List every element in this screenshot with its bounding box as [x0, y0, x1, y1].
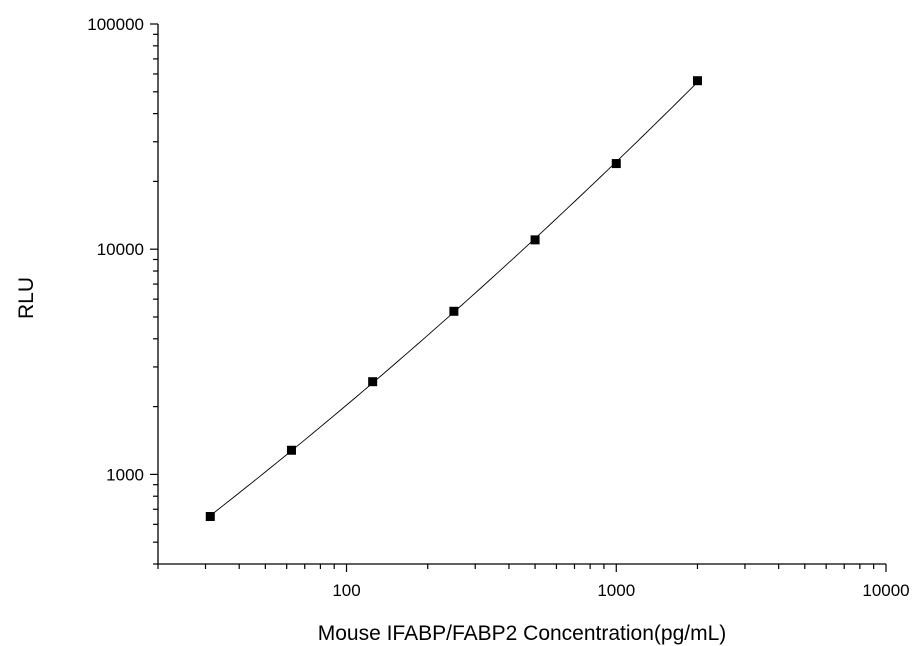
data-point: [368, 377, 378, 387]
data-point: [286, 445, 296, 455]
y-tick-label: 10000: [97, 240, 144, 259]
x-tick-label: 100: [332, 581, 360, 600]
data-point: [611, 159, 621, 169]
data-point: [530, 235, 540, 245]
fit-curve: [210, 81, 698, 516]
data-point: [692, 76, 702, 86]
y-axis-title: RLU: [15, 277, 38, 319]
x-tick-label: 1000: [597, 581, 635, 600]
fit-curve-layer: [210, 81, 698, 516]
y-tick-label: 1000: [106, 465, 144, 484]
y-tick-label: 100000: [87, 15, 144, 34]
data-point: [205, 512, 215, 522]
data-points: [205, 76, 702, 522]
x-axis-title: Mouse IFABP/FABP2 Concentration(pg/mL): [318, 622, 727, 645]
axes: 100 1000 10000 1000 10000 100000: [87, 15, 909, 600]
x-tick-label: 10000: [862, 581, 909, 600]
data-point: [449, 306, 459, 316]
